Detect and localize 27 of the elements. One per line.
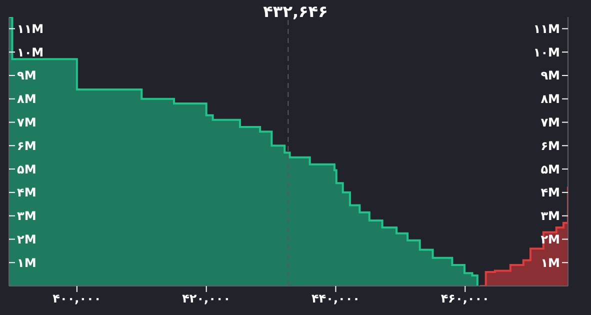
- y2-tick-label: ۷M: [540, 116, 560, 130]
- y2-tick-label: ۲M: [540, 232, 560, 246]
- y-tick-label: ۹M: [17, 68, 36, 83]
- y-tick-label: ۴M: [17, 186, 36, 200]
- y-tick-label: ۷M: [17, 116, 36, 130]
- x-tick-label: ۴۶۰,۰۰۰: [440, 292, 490, 306]
- y-tick-label: ۵M: [17, 162, 36, 176]
- y2-tick-label: ۱۰M: [533, 45, 560, 60]
- y-tick-label: ۶M: [17, 138, 36, 153]
- x-tick-label: ۴۲۰,۰۰۰: [182, 292, 231, 306]
- y2-tick-label: ۱M: [540, 256, 560, 270]
- x-tick-label: ۴۰۰,۰۰۰: [52, 292, 102, 306]
- y2-tick-label: ۶M: [540, 138, 560, 153]
- y2-tick-label: ۱۱M: [533, 22, 560, 36]
- y-tick-label: ۱۰M: [17, 45, 44, 60]
- y2-tick-label: ۳M: [540, 209, 560, 224]
- y2-tick-label: ۴M: [540, 186, 560, 200]
- y-tick-label: ۱M: [17, 256, 36, 270]
- y-tick-label: ۱۱M: [17, 22, 44, 36]
- y2-tick-label: ۵M: [540, 162, 560, 176]
- y-tick-label: ۸M: [17, 92, 36, 106]
- x-tick-label: ۴۴۰,۰۰۰: [311, 292, 360, 306]
- chart-title: ۴۳۲,۶۴۶: [262, 2, 329, 21]
- y2-tick-label: ۹M: [540, 68, 560, 83]
- y-tick-label: ۲M: [17, 232, 36, 246]
- y2-tick-label: ۸M: [540, 92, 560, 106]
- y-tick-label: ۳M: [17, 209, 36, 224]
